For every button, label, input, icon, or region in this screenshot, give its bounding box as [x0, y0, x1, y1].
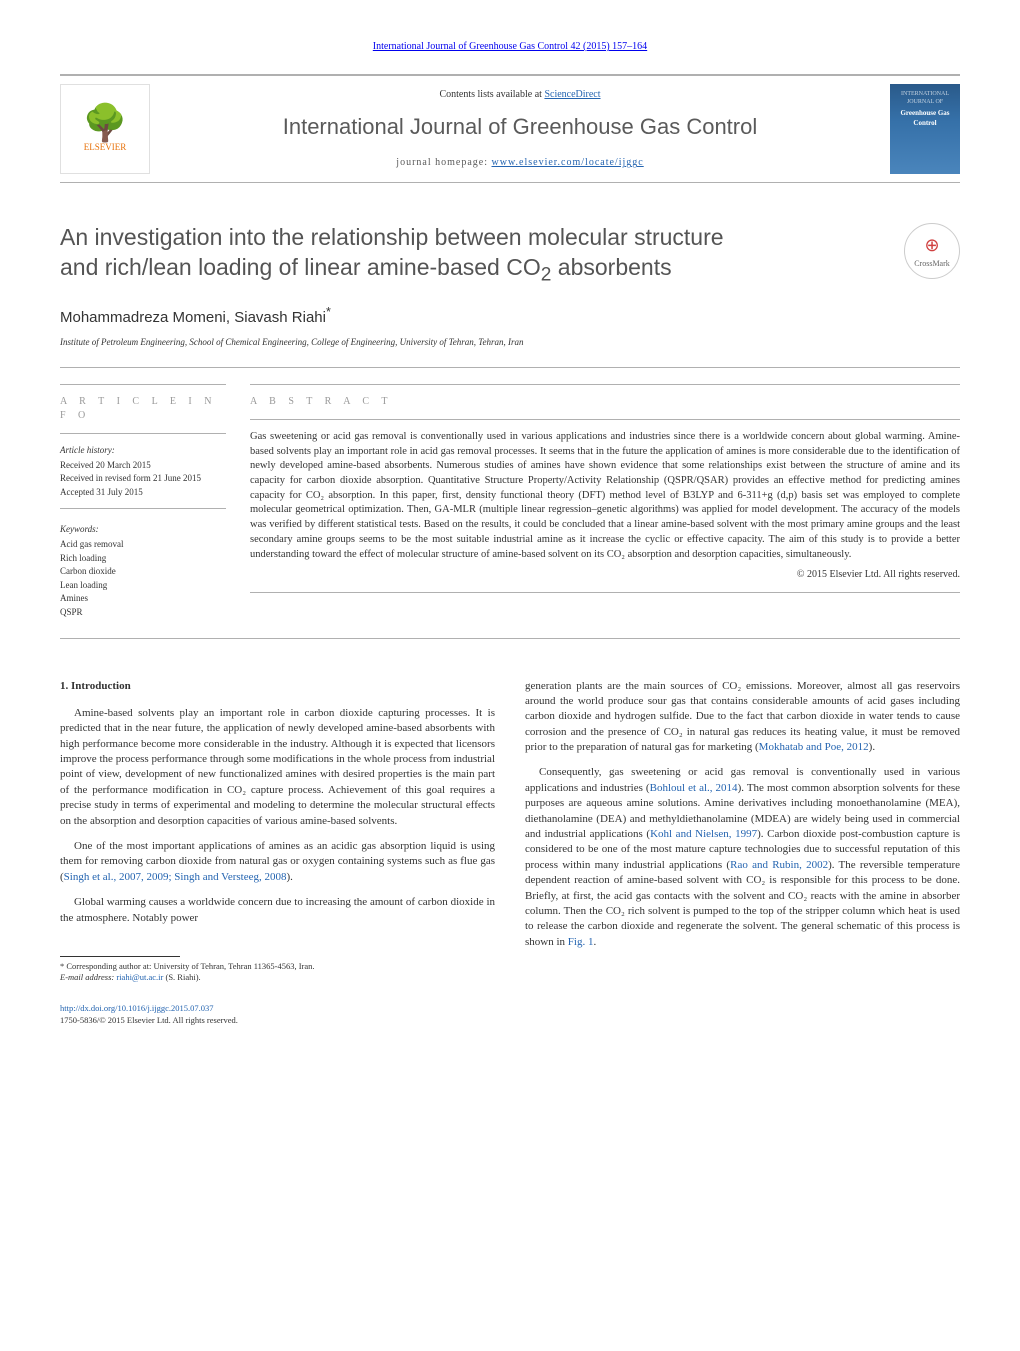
divider [60, 367, 960, 368]
journal-homepage-line: journal homepage: www.elsevier.com/locat… [162, 156, 878, 170]
abstract-heading: A B S T R A C T [250, 395, 960, 409]
history-label: Article history: [60, 444, 226, 457]
abstract-column: A B S T R A C T Gas sweetening or acid g… [250, 380, 960, 620]
article-title: An investigation into the relationship b… [60, 223, 884, 288]
section-1-heading: 1. Introduction [60, 679, 495, 694]
elsevier-wordmark: ELSEVIER [84, 141, 127, 154]
contents-available-line: Contents lists available at ScienceDirec… [162, 88, 878, 102]
article-info-column: A R T I C L E I N F O Article history: R… [60, 380, 250, 620]
issn-copyright: 1750-5836/© 2015 Elsevier Ltd. All right… [60, 1015, 495, 1027]
doi-link[interactable]: http://dx.doi.org/10.1016/j.ijggc.2015.0… [60, 1003, 214, 1013]
citation-link[interactable]: Rao and Rubin, 2002 [730, 859, 828, 871]
email-link[interactable]: riahi@ut.ac.ir [116, 972, 163, 982]
keyword: Acid gas removal [60, 538, 226, 551]
keyword: Rich loading [60, 552, 226, 565]
journal-header: 🌳 ELSEVIER Contents lists available at S… [60, 74, 960, 183]
keyword: Lean loading [60, 579, 226, 592]
sciencedirect-link[interactable]: ScienceDirect [544, 89, 600, 100]
elsevier-logo: 🌳 ELSEVIER [60, 84, 150, 174]
citation-link[interactable]: Kohl and Nielsen, 1997 [650, 828, 757, 840]
crossmark-badge[interactable]: ⊕ CrossMark [904, 223, 960, 279]
received-date: Received 20 March 2015 [60, 459, 226, 472]
crossmark-icon: ⊕ [924, 233, 939, 258]
intro-p2: One of the most important applications o… [60, 839, 495, 885]
intro-p1: Amine-based solvents play an important r… [60, 706, 495, 829]
elsevier-tree-icon: 🌳 [83, 105, 128, 141]
journal-cover-thumbnail: INTERNATIONAL JOURNAL OF Greenhouse Gas … [890, 84, 960, 174]
keyword: Amines [60, 592, 226, 605]
citation-link[interactable]: Bohloul et al., 2014 [650, 782, 738, 794]
article-info-heading: A R T I C L E I N F O [60, 395, 226, 423]
footnote-block: * Corresponding author at: University of… [60, 961, 495, 983]
divider [60, 638, 960, 639]
author-1: Mohammadreza Momeni [60, 309, 226, 326]
abstract-copyright: © 2015 Elsevier Ltd. All rights reserved… [250, 568, 960, 582]
corresponding-marker: * [326, 305, 331, 319]
corresponding-footnote: * Corresponding author at: University of… [60, 961, 495, 972]
col2-p1: generation plants are the main sources o… [525, 679, 960, 756]
footnote-rule [60, 956, 180, 957]
citation-link[interactable]: Singh et al., 2007, 2009; Singh and Vers… [64, 871, 287, 883]
crossmark-label: CrossMark [914, 258, 950, 269]
author-2: Siavash Riahi [234, 309, 326, 326]
doi-block: http://dx.doi.org/10.1016/j.ijggc.2015.0… [60, 1003, 495, 1027]
journal-homepage-link[interactable]: www.elsevier.com/locate/ijggc [492, 157, 644, 168]
col2-p2: Consequently, gas sweetening or acid gas… [525, 765, 960, 950]
keyword: Carbon dioxide [60, 565, 226, 578]
keywords-label: Keywords: [60, 523, 226, 536]
intro-p3: Global warming causes a worldwide concer… [60, 895, 495, 926]
authors-line: Mohammadreza Momeni, Siavash Riahi* [60, 304, 960, 328]
journal-name: International Journal of Greenhouse Gas … [162, 112, 878, 143]
figure-link[interactable]: Fig. 1 [568, 936, 594, 948]
citation-link[interactable]: Mokhatab and Poe, 2012 [759, 741, 869, 753]
keyword: QSPR [60, 606, 226, 619]
revised-date: Received in revised form 21 June 2015 [60, 472, 226, 485]
running-head-link[interactable]: International Journal of Greenhouse Gas … [373, 41, 647, 52]
affiliation: Institute of Petroleum Engineering, Scho… [60, 336, 960, 349]
body-column-left: 1. Introduction Amine-based solvents pla… [60, 679, 495, 1027]
abstract-text: Gas sweetening or acid gas removal is co… [250, 430, 960, 562]
running-head-citation: International Journal of Greenhouse Gas … [60, 40, 960, 54]
body-column-right: generation plants are the main sources o… [525, 679, 960, 1027]
accepted-date: Accepted 31 July 2015 [60, 486, 226, 499]
